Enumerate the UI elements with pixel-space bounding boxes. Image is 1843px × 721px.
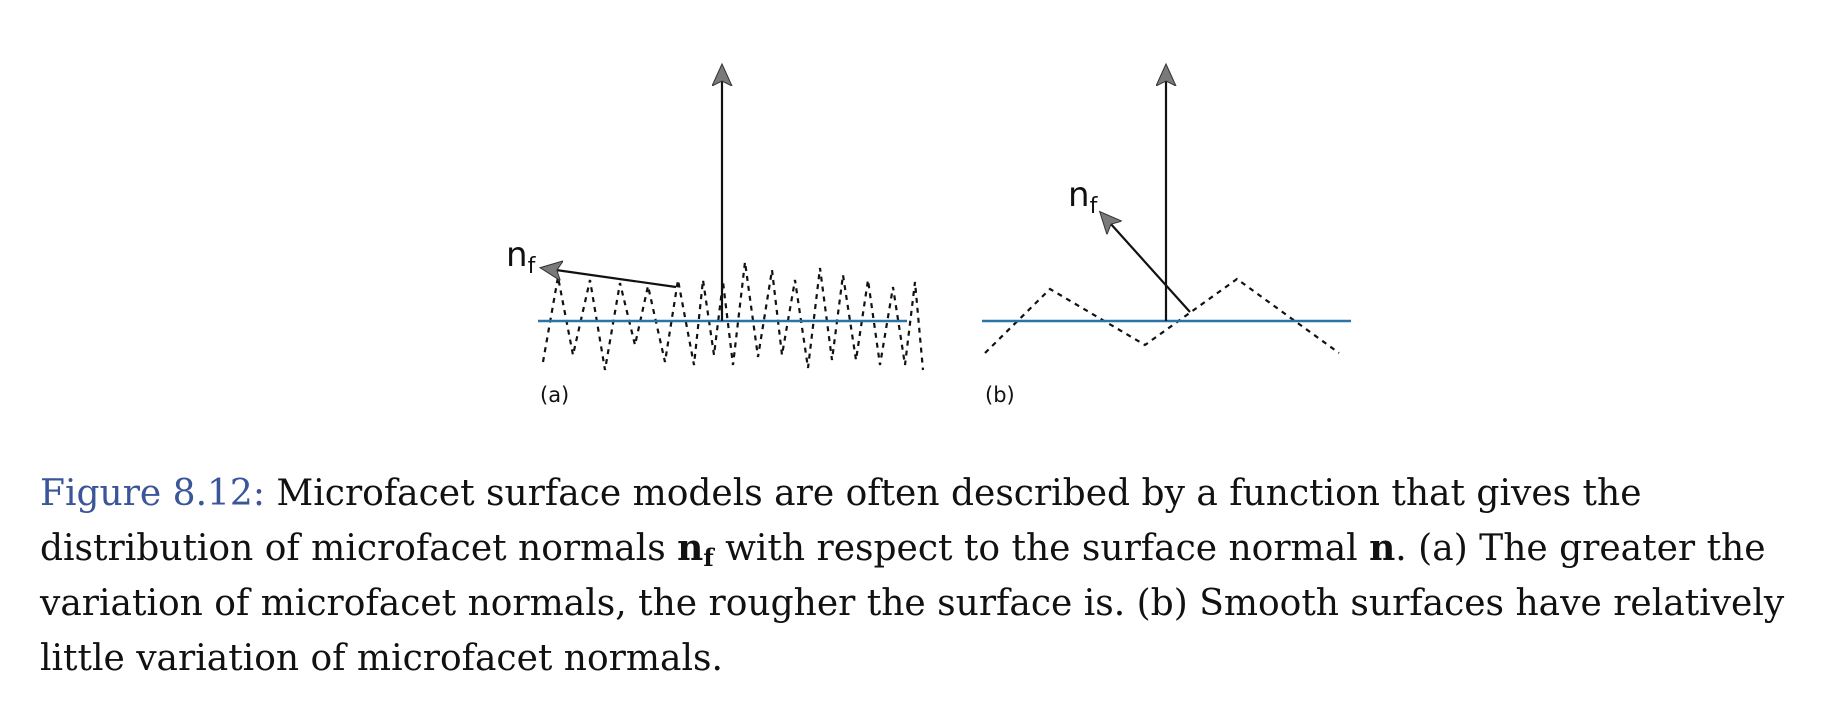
panel-a-nf-label: nf	[506, 235, 537, 279]
caption-symbol-nf: nf	[677, 527, 714, 572]
panel-b-label: (b)	[985, 383, 1015, 407]
figure-diagram: nf (a) nf (b)	[506, 0, 1351, 407]
figure-number-link[interactable]: Figure 8.12:	[40, 473, 265, 514]
caption-text-part-1: Microfacet surface models are often desc…	[40, 473, 1642, 569]
caption-symbol-n: n	[1369, 527, 1396, 569]
panel-b-microfacet-normal-arrow	[1101, 213, 1191, 313]
panel-a-label: (a)	[540, 383, 569, 407]
panel-b-smooth-surface	[984, 277, 1340, 354]
caption-text-part-3: . (a) The greater the variation of micro…	[40, 528, 1785, 679]
figure-caption: Figure 8.12: Microfacet surface models a…	[40, 466, 1810, 686]
panel-b: nf (b)	[982, 66, 1351, 407]
panel-a-rough-surface	[541, 261, 925, 371]
microfacet-figure: nf (a) nf (b)	[506, 0, 1351, 407]
panel-a-microfacet-normal-arrow	[542, 268, 677, 289]
caption-text-part-2: with respect to the surface normal	[713, 528, 1370, 569]
panel-a: nf (a)	[506, 66, 925, 407]
panel-b-nf-label: nf	[1068, 175, 1099, 219]
